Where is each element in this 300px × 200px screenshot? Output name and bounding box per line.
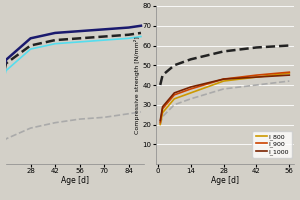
Legend: I_800, I_900, I_1000: I_800, I_900, I_1000 [252, 131, 292, 158]
X-axis label: Age [d]: Age [d] [211, 176, 239, 185]
X-axis label: Age [d]: Age [d] [61, 176, 89, 185]
Y-axis label: Compressive strength [N/mm²]: Compressive strength [N/mm²] [134, 36, 140, 134]
